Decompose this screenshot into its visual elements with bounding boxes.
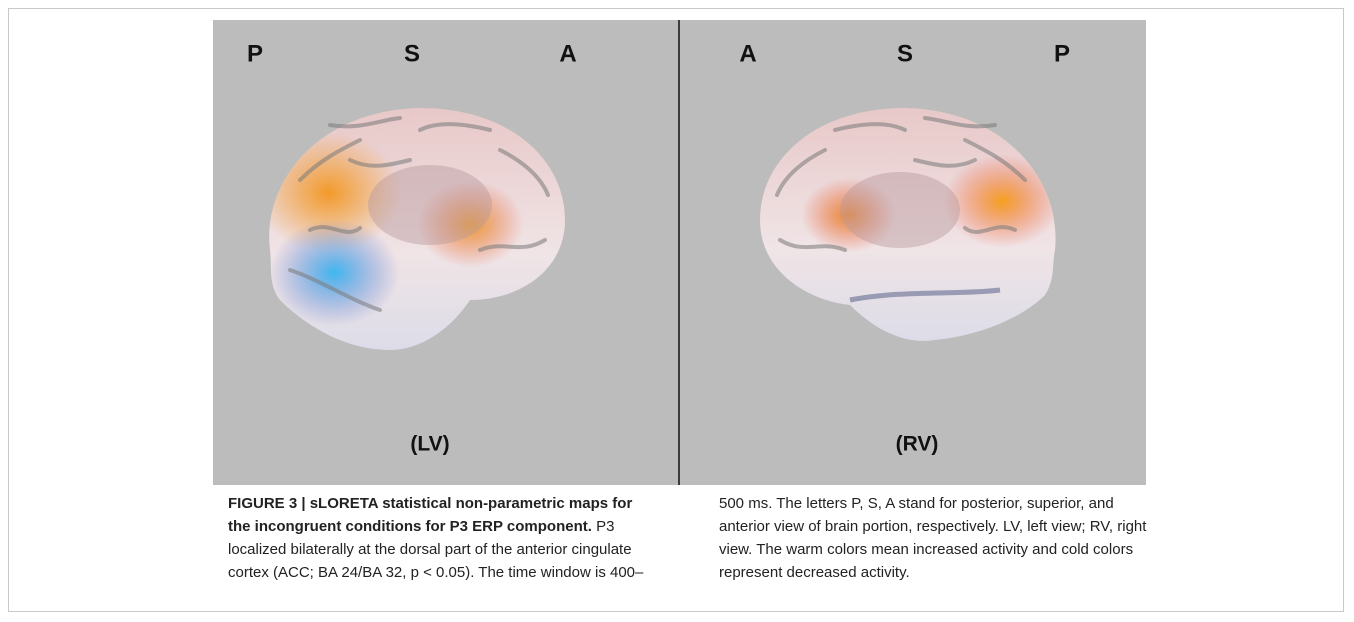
page: P S A (LV) A S P (RV) FIGURE 3 | sLORETA… bbox=[0, 0, 1354, 622]
caption-label: FIGURE 3 | sLORETA statistical non-param… bbox=[228, 495, 632, 535]
direction-label: A bbox=[559, 40, 576, 67]
direction-label: P bbox=[247, 40, 263, 67]
direction-label: S bbox=[404, 40, 420, 67]
view-label: (LV) bbox=[410, 433, 449, 456]
view-label: (RV) bbox=[896, 433, 939, 456]
direction-label: A bbox=[739, 40, 756, 67]
direction-label: S bbox=[897, 40, 913, 67]
direction-label: P bbox=[1054, 40, 1070, 67]
figure-caption: FIGURE 3 | sLORETA statistical non-param… bbox=[228, 492, 1148, 584]
